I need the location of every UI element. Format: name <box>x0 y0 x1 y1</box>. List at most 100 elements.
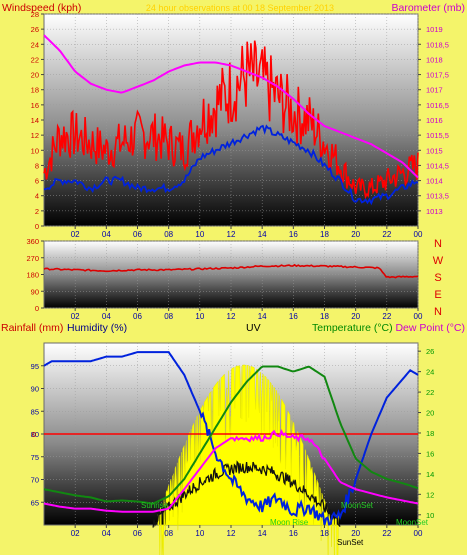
wind-ytick-label: 12 <box>31 131 39 140</box>
moonset-label-2: MoonSet <box>396 518 429 527</box>
wind-ytick-label: 8 <box>35 161 39 170</box>
temp-xtick-label: 18 <box>320 529 329 538</box>
temp-xtick-label: 00 <box>414 529 423 538</box>
moonset-label: MoonSet <box>341 501 374 510</box>
temperature-line <box>43 365 419 505</box>
wind-ytick-label: 18 <box>31 86 39 95</box>
direction-series <box>43 263 419 279</box>
baro-rtick-label: 1014 <box>426 177 443 186</box>
temp-xtick-label: 20 <box>351 529 360 538</box>
baro-rtick-label: 1015,5 <box>426 131 449 140</box>
wind-ytick-label: 4 <box>35 192 39 201</box>
uv-axis-title: UV <box>246 322 261 334</box>
direction-xtick-label: 16 <box>289 312 298 321</box>
temp-xtick-label: 14 <box>258 529 267 538</box>
direction-line <box>43 263 419 279</box>
humidity-ytick-label: 95 <box>31 362 39 371</box>
baro-rtick-label: 1014,5 <box>426 161 449 170</box>
baro-rtick-label: 1016,5 <box>426 101 449 110</box>
wind-xtick-label: 10 <box>195 230 204 239</box>
direction-xtick-label: 06 <box>133 312 142 321</box>
wind-xtick-label: 08 <box>164 230 173 239</box>
temp-xtick-label: 04 <box>102 529 111 538</box>
temperature-rtick-label: 18 <box>426 429 434 438</box>
baro-rtick-label: 1013 <box>426 207 443 216</box>
compass-w: W <box>433 255 444 267</box>
windspeed-axis-title: Windspeed (kph) <box>2 2 81 14</box>
temperature-rtick-label: 20 <box>426 409 434 418</box>
wind-ytick-label: 10 <box>31 146 39 155</box>
compass-s: S <box>434 272 441 284</box>
wind-ytick-label: 24 <box>31 40 39 49</box>
direction-ytick-label: 270 <box>26 254 39 263</box>
wind-xtick-label: 00 <box>414 230 423 239</box>
direction-ytick-label: 90 <box>31 287 39 296</box>
direction-xtick-label: 00 <box>414 312 423 321</box>
direction-ytick-label: 0 <box>35 304 39 313</box>
baro-rtick-label: 1017,5 <box>426 71 449 80</box>
gust-line <box>43 40 419 200</box>
humidity-ytick-label: 85 <box>31 407 39 416</box>
wind-xtick-label: 02 <box>71 230 80 239</box>
wind-ytick-label: 16 <box>31 101 39 110</box>
compass-n-top: N <box>434 238 442 250</box>
wind-ytick-label: 2 <box>35 207 39 216</box>
humidity-axis-title: Humidity (%) <box>67 322 127 334</box>
baro-rtick-label: 1019 <box>426 25 443 34</box>
avg-wind-line <box>43 124 419 206</box>
temperature-rtick-label: 16 <box>426 449 434 458</box>
humidity-ytick-label: 90 <box>31 385 39 394</box>
direction-xtick-label: 04 <box>102 312 111 321</box>
direction-xtick-label: 22 <box>382 312 391 321</box>
humidity-ytick-label: 80 <box>31 430 39 439</box>
direction-xtick-label: 02 <box>71 312 80 321</box>
humidity-ytick-label: 70 <box>31 476 39 485</box>
wind-ytick-label: 22 <box>31 55 39 64</box>
sunrise-label: Sunrise <box>141 501 169 510</box>
temp-xtick-label: 16 <box>289 529 298 538</box>
direction-xtick-label: 20 <box>351 312 360 321</box>
solar-line <box>152 460 341 528</box>
chart-title: 24 hour observations at 00 18 September … <box>146 3 334 13</box>
wind-ytick-label: 6 <box>35 177 39 186</box>
direction-xtick-label: 08 <box>164 312 173 321</box>
dewpoint-line <box>43 429 419 513</box>
temperature-axis-title: Temperature (°C) <box>312 322 393 334</box>
wind-xtick-label: 12 <box>227 230 236 239</box>
barometer-axis-title: Barometer (mb) <box>391 2 465 14</box>
temp-xtick-label: 12 <box>227 529 236 538</box>
direction-xtick-label: 18 <box>320 312 329 321</box>
wind-xtick-label: 18 <box>320 230 329 239</box>
wind-xtick-label: 04 <box>102 230 111 239</box>
wind-series <box>43 34 419 206</box>
direction-ytick-label: 360 <box>26 237 39 246</box>
temperature-rtick-label: 22 <box>426 388 434 397</box>
moonrise-label: Moon Rise <box>270 518 309 527</box>
temp-axes: 02 04 06 08 10 12 14 16 18 20 22 00 65 70 75 80 85 90 95 10… <box>31 347 435 538</box>
baro-rtick-label: 1018,5 <box>426 40 449 49</box>
wind-ytick-label: 28 <box>31 10 39 19</box>
direction-xtick-label: 10 <box>195 312 204 321</box>
barometer-line <box>43 34 419 179</box>
wind-xtick-label: 16 <box>289 230 298 239</box>
wind-xtick-label: 06 <box>133 230 142 239</box>
humidity-ytick-label: 75 <box>31 453 39 462</box>
temp-xtick-label: 06 <box>133 529 142 538</box>
temp-xtick-label: 08 <box>164 529 173 538</box>
baro-rtick-label: 1018 <box>426 55 443 64</box>
temperature-rtick-label: 12 <box>426 490 434 499</box>
compass-e: E <box>434 289 441 301</box>
direction-xtick-label: 12 <box>227 312 236 321</box>
temperature-rtick-label: 14 <box>426 470 434 479</box>
baro-rtick-label: 1017 <box>426 86 443 95</box>
humidity-line <box>43 351 419 526</box>
wind-ytick-label: 14 <box>31 116 39 125</box>
dewpoint-axis-title: Dew Point (°C) <box>395 322 465 334</box>
wind-ytick-label: 20 <box>31 71 39 80</box>
temp-xtick-label: 10 <box>195 529 204 538</box>
compass-n-bottom: N <box>434 306 442 318</box>
compass-labels: N W S E N <box>433 238 444 318</box>
baro-rtick-label: 1013,5 <box>426 192 449 201</box>
